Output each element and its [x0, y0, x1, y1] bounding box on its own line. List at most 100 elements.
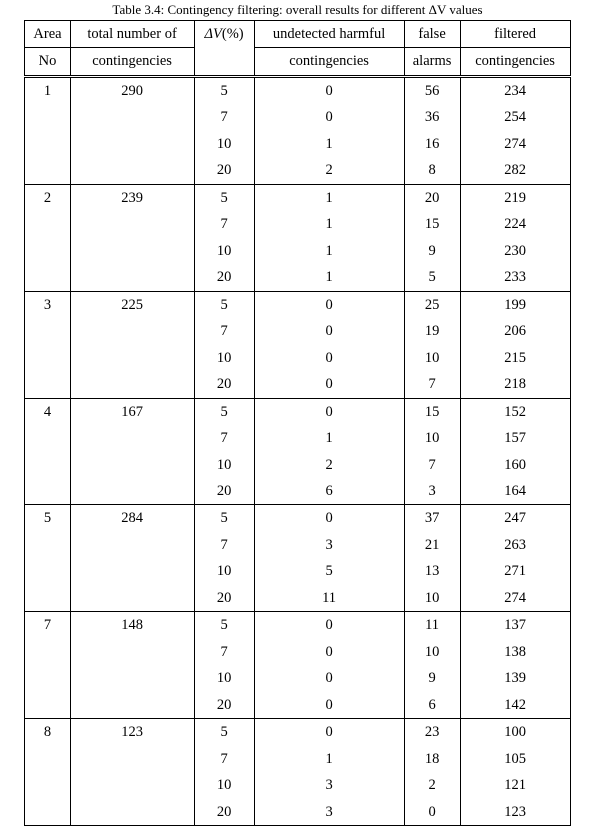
cell-dv: 5	[194, 612, 254, 639]
cell-undet: 0	[254, 639, 404, 665]
cell-filt: 157	[460, 425, 570, 451]
cell-dv: 10	[194, 558, 254, 584]
cell-filt: 139	[460, 665, 570, 691]
cell-undet: 1	[254, 131, 404, 157]
cell-false: 13	[404, 558, 460, 584]
cell-undet: 6	[254, 478, 404, 505]
cell-filt: 247	[460, 505, 570, 532]
cell-total: 167	[70, 398, 194, 505]
table-head: Area total number of ΔV(%) undetected ha…	[25, 21, 570, 77]
cell-filt: 219	[460, 184, 570, 211]
cell-filt: 164	[460, 478, 570, 505]
cell-total: 225	[70, 291, 194, 398]
cell-false: 7	[404, 452, 460, 478]
cell-filt: 263	[460, 532, 570, 558]
cell-dv: 20	[194, 371, 254, 398]
cell-dv: 5	[194, 719, 254, 746]
table-caption: Table 3.4: Contingency filtering: overal…	[0, 0, 595, 20]
cell-undet: 0	[254, 104, 404, 130]
cell-area: 7	[25, 612, 70, 719]
cell-undet: 0	[254, 612, 404, 639]
cell-false: 9	[404, 238, 460, 264]
cell-area: 3	[25, 291, 70, 398]
cell-filt: 224	[460, 211, 570, 237]
table-row: 22395120219	[25, 184, 570, 211]
hdr-total-1: total number of	[70, 21, 194, 48]
cell-filt: 215	[460, 345, 570, 371]
cell-undet: 3	[254, 532, 404, 558]
cell-filt: 142	[460, 692, 570, 719]
cell-area: 5	[25, 505, 70, 612]
cell-total: 284	[70, 505, 194, 612]
cell-false: 37	[404, 505, 460, 532]
cell-undet: 0	[254, 719, 404, 746]
cell-false: 18	[404, 746, 460, 772]
cell-false: 23	[404, 719, 460, 746]
cell-undet: 0	[254, 505, 404, 532]
cell-filt: 199	[460, 291, 570, 318]
cell-filt: 121	[460, 772, 570, 798]
cell-dv: 20	[194, 692, 254, 719]
cell-false: 10	[404, 425, 460, 451]
cell-false: 10	[404, 585, 460, 612]
cell-filt: 282	[460, 157, 570, 184]
cell-dv: 7	[194, 639, 254, 665]
cell-filt: 274	[460, 585, 570, 612]
cell-false: 0	[404, 799, 460, 826]
cell-filt: 206	[460, 318, 570, 344]
cell-dv: 10	[194, 452, 254, 478]
cell-dv: 20	[194, 264, 254, 291]
table-row: 81235023100	[25, 719, 570, 746]
hdr-false-2: alarms	[404, 48, 460, 76]
cell-undet: 0	[254, 398, 404, 425]
cell-filt: 274	[460, 131, 570, 157]
cell-false: 6	[404, 692, 460, 719]
cell-false: 10	[404, 345, 460, 371]
cell-undet: 1	[254, 746, 404, 772]
table-row: 71485011137	[25, 612, 570, 639]
cell-dv: 5	[194, 505, 254, 532]
cell-total: 239	[70, 184, 194, 291]
cell-filt: 218	[460, 371, 570, 398]
cell-total: 123	[70, 719, 194, 826]
cell-false: 25	[404, 291, 460, 318]
cell-false: 7	[404, 371, 460, 398]
cell-undet: 0	[254, 692, 404, 719]
table-row: 32255025199	[25, 291, 570, 318]
cell-filt: 230	[460, 238, 570, 264]
cell-false: 19	[404, 318, 460, 344]
cell-filt: 123	[460, 799, 570, 826]
hdr-area-1: Area	[25, 21, 70, 48]
cell-total: 148	[70, 612, 194, 719]
table-body: 1290505623470362541011627420282822239512…	[25, 76, 570, 825]
cell-undet: 0	[254, 318, 404, 344]
cell-dv: 20	[194, 799, 254, 826]
cell-total: 290	[70, 76, 194, 184]
cell-undet: 1	[254, 184, 404, 211]
cell-dv: 10	[194, 131, 254, 157]
cell-dv: 7	[194, 318, 254, 344]
cell-false: 8	[404, 157, 460, 184]
cell-area: 1	[25, 76, 70, 184]
cell-undet: 5	[254, 558, 404, 584]
cell-filt: 138	[460, 639, 570, 665]
cell-dv: 5	[194, 184, 254, 211]
cell-dv: 10	[194, 665, 254, 691]
cell-false: 21	[404, 532, 460, 558]
cell-filt: 271	[460, 558, 570, 584]
table-row: 12905056234	[25, 76, 570, 104]
cell-dv: 5	[194, 398, 254, 425]
cell-area: 2	[25, 184, 70, 291]
hdr-total-2: contingencies	[70, 48, 194, 76]
cell-false: 15	[404, 398, 460, 425]
cell-false: 5	[404, 264, 460, 291]
table-row: 41675015152	[25, 398, 570, 425]
results-table: Area total number of ΔV(%) undetected ha…	[24, 20, 570, 826]
cell-filt: 105	[460, 746, 570, 772]
hdr-undet-2: contingencies	[254, 48, 404, 76]
cell-undet: 0	[254, 76, 404, 104]
cell-dv: 20	[194, 585, 254, 612]
cell-dv: 10	[194, 238, 254, 264]
cell-filt: 152	[460, 398, 570, 425]
hdr-dv: ΔV(%)	[194, 21, 254, 77]
